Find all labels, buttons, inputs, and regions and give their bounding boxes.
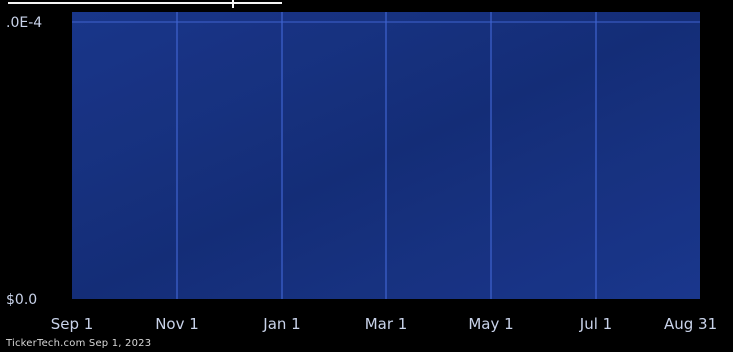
grid-lines <box>72 12 700 299</box>
x-tick-label: Mar 1 <box>365 315 408 333</box>
x-tick-label: Aug 31 <box>664 315 717 333</box>
y-tick-label-top: .0E-4 <box>6 15 42 31</box>
x-tick-label: Sep 1 <box>51 315 94 333</box>
x-tick-label: Jul 1 <box>579 315 612 333</box>
x-tick-label: Nov 1 <box>155 315 199 333</box>
x-tick-label: May 1 <box>468 315 513 333</box>
footer-source: TickerTech.com <box>6 338 86 349</box>
footer-credit: TickerTech.com Sep 1, 2023 <box>6 338 151 349</box>
x-tick-label: Jan 1 <box>262 315 300 333</box>
footer-date: Sep 1, 2023 <box>88 338 152 349</box>
x-axis: Sep 1 Nov 1 Jan 1 Mar 1 May 1 Jul 1 Aug 31 <box>51 315 717 333</box>
y-tick-label-bottom: $0.0 <box>6 292 37 308</box>
